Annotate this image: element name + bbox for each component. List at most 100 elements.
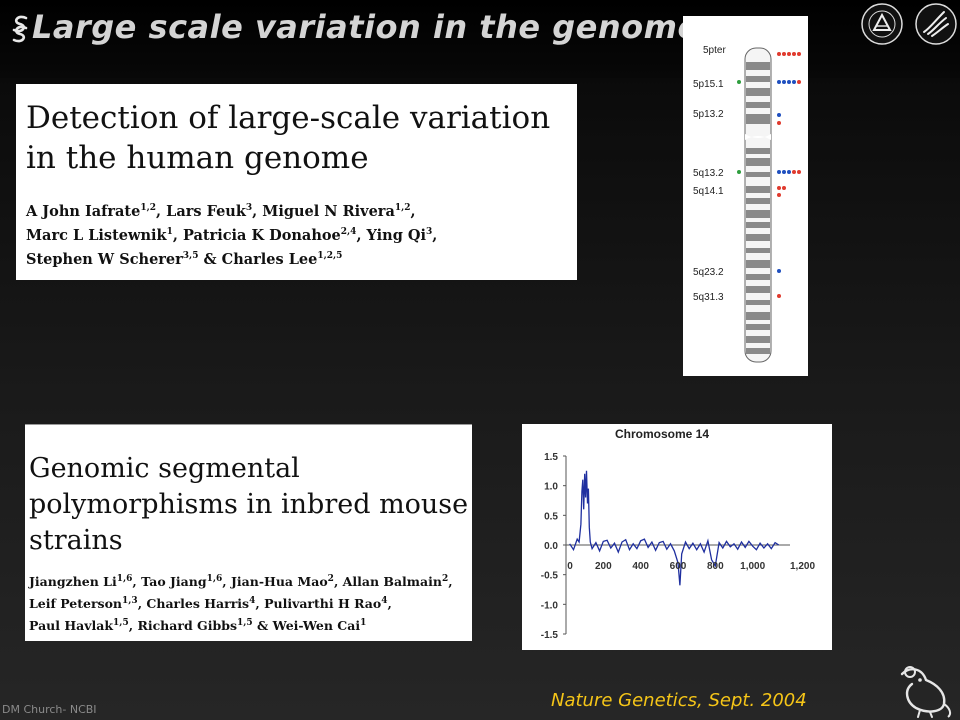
variant-dot: [797, 170, 801, 174]
author-name: Stephen W Scherer: [26, 251, 183, 268]
variant-dot: [777, 193, 781, 197]
y-tick-label: -0.5: [541, 571, 559, 582]
chromosome-band: [746, 148, 770, 154]
author-name: Lars Feuk: [166, 203, 246, 220]
variant-dots: [737, 52, 801, 298]
paper1-authors: A John Iafrate1,2, Lars Feuk3, Miguel N …: [26, 203, 438, 268]
chromosome-band: [746, 336, 770, 343]
chromosome-band: [746, 274, 770, 280]
author-affil: 1,5: [237, 617, 253, 628]
chromosome-band: [746, 76, 770, 82]
chromosome-band: [746, 198, 770, 204]
chromosome-band: [746, 324, 770, 330]
variant-dot: [782, 170, 786, 174]
variant-dot: [777, 170, 781, 174]
mouse-cartoon-icon: [900, 666, 952, 718]
variant-dot: [792, 170, 796, 174]
author-affil: 3: [245, 203, 253, 214]
paper1-title: Detection of large-scale variation in th…: [26, 100, 551, 176]
y-tick-label: -1.0: [541, 600, 559, 611]
band-label: 5q23.2: [693, 267, 724, 278]
variant-dot: [787, 80, 791, 84]
variant-dot: [737, 170, 741, 174]
variant-dot: [782, 80, 786, 84]
chromosome14-chart-panel: Chromosome 14 1.5 1.0 0.5 0.0 -0.5 -1.0 -1.5 0…: [522, 424, 832, 650]
variant-dot: [777, 52, 781, 56]
chromosome5-ideogram: 5pter 5p15.1 5p13.2 5q13.2 5q14.1 5q23.2…: [693, 45, 801, 363]
chromosome14-chart: Chromosome 14 1.5 1.0 0.5 0.0 -0.5 -1.0 -1.5 0…: [541, 427, 816, 641]
author-name: A John Iafrate: [26, 203, 141, 220]
author-affil: 1,2: [394, 203, 411, 214]
variant-dot: [777, 121, 781, 125]
chromosome-band: [746, 158, 770, 166]
band-label: 5q13.2: [693, 168, 724, 179]
variant-dot: [787, 52, 791, 56]
x-tick-label: 800: [707, 561, 724, 572]
y-tick-label: -1.5: [541, 630, 559, 641]
x-tick-label: 200: [595, 561, 612, 572]
band-label: 5p15.1: [693, 79, 724, 90]
chromosome-bands: [746, 62, 770, 354]
author-name: Jian-Hua Mao: [231, 574, 328, 589]
variant-dot: [777, 186, 781, 190]
author-name: Tao Jiang: [141, 574, 207, 589]
slide-title: Large scale variation in the genome: [32, 8, 700, 46]
author-affil: 1,2: [140, 203, 157, 214]
x-tick-label: 1,000: [740, 561, 765, 572]
x-tick-label: 400: [632, 561, 649, 572]
variant-dot: [777, 269, 781, 273]
chromosome-band: [746, 300, 770, 305]
y-tick-label: 1.5: [544, 452, 558, 463]
variant-dot: [792, 80, 796, 84]
chromosome5-ideogram-panel: 5pter 5p15.1 5p13.2 5q13.2 5q14.1 5q23.2…: [683, 16, 808, 376]
author-affil: 4: [381, 595, 388, 606]
paper1-title-panel: Detection of large-scale variation in th…: [16, 84, 577, 280]
author-name: Jiangzhen Li: [29, 574, 117, 589]
author-name: Ying Qi: [366, 227, 427, 244]
band-label: 5q31.3: [693, 292, 724, 303]
author-name: Charles Harris: [146, 596, 250, 611]
chart-series-line: [569, 470, 780, 586]
chromosome-band: [746, 286, 770, 293]
author-affil: 1,5: [113, 617, 129, 628]
variant-dot: [792, 52, 796, 56]
author-affil: 2: [441, 573, 449, 584]
paper2-title-panel: Genomic segmental polymorphisms in inbre…: [25, 424, 472, 641]
paper2-title: Genomic segmental polymorphisms in inbre…: [29, 453, 469, 556]
chart-title: Chromosome 14: [615, 427, 709, 441]
author-affil: 4: [249, 595, 256, 606]
author-name: Patricia K Donahoe: [182, 227, 341, 244]
variant-dot: [797, 80, 801, 84]
author-affil: 2: [327, 573, 334, 584]
x-tick-label: 1,200: [790, 561, 815, 572]
author-affil: 3: [426, 227, 433, 238]
hhs-eagle-logo: [915, 3, 957, 45]
hook-bullet-icon: [12, 15, 28, 43]
band-label: 5p13.2: [693, 109, 724, 120]
author-affil: 1,2,5: [317, 251, 343, 262]
band-label: 5q14.1: [693, 186, 724, 197]
chromosome-band: [746, 348, 770, 354]
chromosome-band: [746, 234, 770, 241]
variant-dot: [782, 186, 786, 190]
band-label: 5pter: [703, 45, 726, 56]
author-affil: 1: [166, 227, 173, 238]
footer-credit: DM Church- NCBI: [2, 703, 97, 716]
author-affil: 1: [360, 617, 367, 628]
author-name: Marc L Listewnik: [26, 227, 167, 244]
variant-dot: [797, 52, 801, 56]
chromosome-band: [746, 114, 770, 124]
chromosome-band: [746, 312, 770, 320]
chromosome-band: [746, 222, 770, 228]
variant-dot: [777, 113, 781, 117]
chromosome-band: [746, 260, 770, 268]
author-name: Leif Peterson: [29, 596, 123, 611]
title-bar: Large scale variation in the genome: [0, 0, 960, 78]
author-name: Miguel N Rivera: [262, 203, 395, 220]
y-tick-label: 1.0: [544, 482, 558, 493]
author-affil: 1,3: [122, 595, 138, 606]
paper2-authors: Jiangzhen Li1,6, Tao Jiang1,6, Jian-Hua …: [29, 573, 453, 633]
y-tick-label: 0.0: [544, 541, 558, 552]
chromosome-band: [746, 186, 770, 193]
nih-seal-logo: [861, 3, 903, 45]
